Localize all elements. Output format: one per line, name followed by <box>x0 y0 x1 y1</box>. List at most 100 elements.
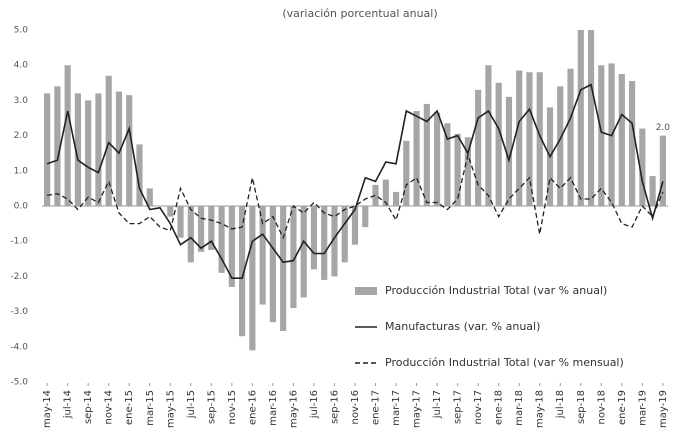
line <box>46 83 664 279</box>
x-tick-label: mar-18 <box>514 390 525 426</box>
bar <box>639 128 646 206</box>
bar <box>115 91 123 206</box>
bar <box>536 72 543 207</box>
bar <box>505 96 513 206</box>
y-tick-label: 0.0 <box>14 202 29 212</box>
bar <box>74 93 81 206</box>
x-tick-label: sep-16 <box>329 390 340 424</box>
x-tick-label: may-19 <box>658 390 669 428</box>
bar <box>54 86 61 206</box>
bar <box>434 112 441 206</box>
bar <box>208 206 215 250</box>
bar <box>382 179 389 206</box>
bar <box>526 72 533 207</box>
y-tick-label: 2.0 <box>14 131 29 141</box>
chart-title: (variación porcentual anual) <box>282 7 437 20</box>
y-tick-label: 5.0 <box>14 26 29 36</box>
x-tick-label: ene-17 <box>371 390 382 425</box>
bar <box>85 100 92 206</box>
y-tick-label: 3.0 <box>14 96 29 106</box>
bar <box>495 82 502 206</box>
x-tick-label: ene-19 <box>617 390 628 425</box>
bar <box>618 74 625 206</box>
y-tick-label: -2.0 <box>10 272 28 282</box>
bar <box>310 206 318 270</box>
bar <box>228 206 235 287</box>
bar <box>167 206 174 217</box>
x-tick-label: may-14 <box>42 390 53 428</box>
bar <box>126 95 133 206</box>
x-tick-label: mar-16 <box>268 390 279 426</box>
x-tick-label: ene-16 <box>247 390 258 425</box>
y-tick-label: -1.0 <box>10 237 28 247</box>
bar <box>105 75 112 206</box>
x-tick-label: may-18 <box>535 390 546 428</box>
y-tick-label: 1.0 <box>14 166 29 176</box>
bar <box>64 65 71 206</box>
legend-label: Producción Industrial Total (var % mensu… <box>385 356 624 369</box>
x-tick-label: sep-14 <box>83 390 94 424</box>
bar <box>403 140 410 206</box>
bar <box>290 206 297 309</box>
bar <box>341 206 348 263</box>
bar <box>392 191 400 206</box>
x-tick-label: may-16 <box>288 390 299 428</box>
bar <box>136 144 143 206</box>
bar <box>44 93 51 206</box>
x-tick-label: sep-17 <box>453 390 464 424</box>
bar <box>485 65 492 206</box>
bar <box>362 206 369 228</box>
bar <box>321 206 328 280</box>
x-tick-label: mar-19 <box>637 390 648 426</box>
x-tick-label: sep-18 <box>576 390 587 424</box>
bar <box>372 184 379 206</box>
bar <box>177 206 184 238</box>
bar <box>300 206 307 298</box>
bar <box>598 65 605 206</box>
bar <box>413 110 420 206</box>
y-tick-label: 4.0 <box>14 61 29 71</box>
bar <box>146 188 153 206</box>
bar <box>259 206 266 305</box>
legend-swatch <box>355 287 377 295</box>
x-tick-label: sep-15 <box>206 390 217 424</box>
bar <box>567 68 574 206</box>
bar <box>197 206 205 252</box>
x-tick-label: ene-18 <box>494 390 505 425</box>
y-tick-label: -5.0 <box>10 378 28 388</box>
bar <box>659 135 666 206</box>
y-tick-label: -4.0 <box>10 342 28 352</box>
x-tick-label: nov-16 <box>350 390 361 424</box>
x-tick-label: mar-15 <box>145 390 156 426</box>
bar <box>269 206 276 323</box>
bar <box>249 206 256 351</box>
bar <box>280 206 287 331</box>
bar <box>629 81 636 206</box>
bar <box>218 206 225 273</box>
bar <box>587 30 595 206</box>
legend-label: Manufacturas (var. % anual) <box>385 320 540 333</box>
x-tick-label: may-17 <box>412 390 423 428</box>
x-tick-label: jul-17 <box>432 390 443 419</box>
bar <box>444 123 451 206</box>
x-tick-label: jul-14 <box>63 390 74 419</box>
bar <box>351 206 359 245</box>
x-tick-label: nov-14 <box>104 390 115 424</box>
x-tick-label: nov-18 <box>596 390 607 424</box>
bar <box>649 176 656 206</box>
x-tick-label: may-15 <box>165 390 176 428</box>
data-label: 2.0 <box>656 123 671 133</box>
bar <box>577 30 584 206</box>
legend-label: Producción Industrial Total (var % anual… <box>385 284 607 297</box>
bar <box>557 86 564 206</box>
x-tick-label: ene-15 <box>124 390 135 425</box>
x-tick-label: nov-15 <box>227 390 238 424</box>
x-tick-label: jul-16 <box>309 390 320 419</box>
bar <box>454 133 461 206</box>
x-tick-label: jul-15 <box>186 390 197 419</box>
x-tick-label: mar-17 <box>391 390 402 426</box>
bar <box>95 93 102 206</box>
bar <box>423 103 430 206</box>
bar <box>475 89 482 206</box>
